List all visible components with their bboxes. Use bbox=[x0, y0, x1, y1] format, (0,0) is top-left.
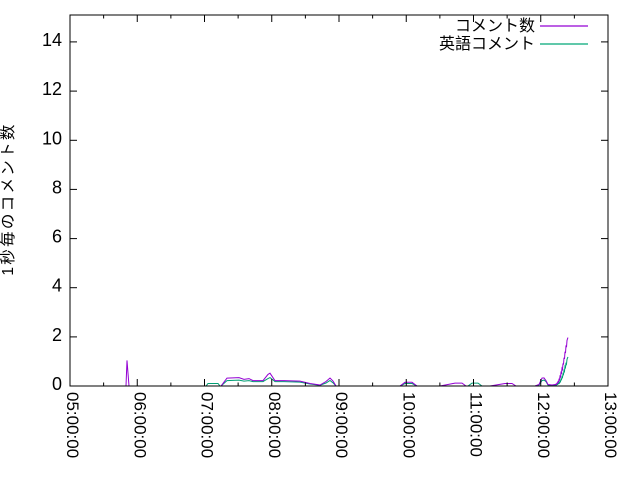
svg-text:4: 4 bbox=[52, 276, 62, 296]
svg-text:13:00:00: 13:00:00 bbox=[601, 392, 620, 458]
svg-text:8: 8 bbox=[52, 177, 62, 197]
svg-text:14: 14 bbox=[42, 30, 62, 50]
svg-text:10:00:00: 10:00:00 bbox=[399, 392, 418, 458]
svg-text:2: 2 bbox=[52, 325, 62, 345]
svg-text:12:00:00: 12:00:00 bbox=[534, 392, 553, 458]
svg-text:コメント数: コメント数 bbox=[455, 17, 535, 35]
svg-text:05:00:00: 05:00:00 bbox=[63, 392, 82, 458]
svg-text:09:00:00: 09:00:00 bbox=[332, 392, 351, 458]
svg-text:12: 12 bbox=[42, 79, 62, 99]
svg-text:1秒毎のコメント数: 1秒毎のコメント数 bbox=[0, 122, 17, 275]
svg-text:0: 0 bbox=[52, 374, 62, 394]
svg-text:6: 6 bbox=[52, 227, 62, 247]
svg-text:11:00:00: 11:00:00 bbox=[467, 392, 486, 457]
svg-text:10: 10 bbox=[42, 128, 62, 148]
svg-text:07:00:00: 07:00:00 bbox=[198, 392, 217, 458]
svg-text:英語コメント: 英語コメント bbox=[439, 35, 535, 53]
svg-text:08:00:00: 08:00:00 bbox=[265, 392, 284, 458]
svg-text:06:00:00: 06:00:00 bbox=[130, 392, 149, 458]
